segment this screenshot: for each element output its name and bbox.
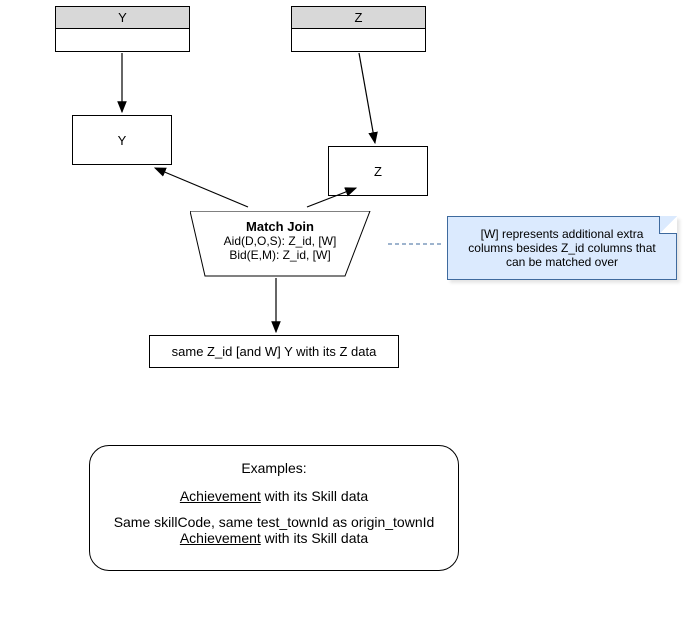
node-z: Z <box>328 146 428 196</box>
matchjoin-line1: Aid(D,O,S): Z_id, [W] <box>195 234 365 248</box>
examples-box: Examples: Achievement with its Skill dat… <box>89 445 459 571</box>
matchjoin-title: Match Join <box>195 219 365 234</box>
result-box: same Z_id [and W] Y with its Z data <box>149 335 399 368</box>
node-z-label: Z <box>374 164 382 179</box>
note-corner-fold-icon <box>659 216 677 234</box>
node-y: Y <box>72 115 172 165</box>
examples-line1-post: with its Skill data <box>261 488 368 504</box>
table-y-body <box>56 29 189 51</box>
note-text: [W] represents additional extra columns … <box>468 227 655 269</box>
examples-line2-u: Achievement <box>180 530 261 546</box>
examples-line1: Achievement with its Skill data <box>110 488 438 504</box>
table-z-body <box>292 29 425 51</box>
table-z: Z <box>291 6 426 52</box>
table-y-header: Y <box>56 7 189 29</box>
node-y-label: Y <box>118 133 127 148</box>
examples-line2-post: with its Skill data <box>261 530 368 546</box>
table-z-header: Z <box>292 7 425 29</box>
matchjoin-content: Match Join Aid(D,O,S): Z_id, [W] Bid(E,M… <box>195 219 365 262</box>
table-y: Y <box>55 6 190 52</box>
matchjoin-line2: Bid(E,M): Z_id, [W] <box>195 248 365 262</box>
examples-line2-pre: Same skillCode, same test_townId as orig… <box>114 514 435 530</box>
examples-title: Examples: <box>110 460 438 476</box>
examples-line1-u: Achievement <box>180 488 261 504</box>
result-label: same Z_id [and W] Y with its Z data <box>172 344 377 359</box>
examples-line2: Same skillCode, same test_townId as orig… <box>110 514 438 546</box>
note-box: [W] represents additional extra columns … <box>447 216 677 280</box>
